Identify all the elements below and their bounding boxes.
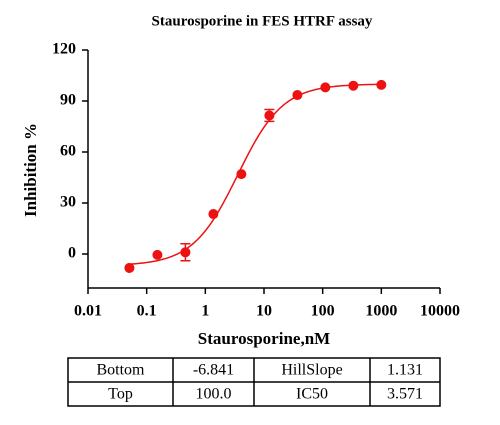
y-axis-label: Inhibition %: [21, 123, 40, 217]
y-tick-label: 30: [60, 194, 76, 211]
chart-title: Staurosporine in FES HTRF assay: [152, 13, 373, 29]
data-point: [264, 110, 275, 121]
table-cell: 100.0: [196, 386, 232, 403]
data-point: [348, 80, 359, 91]
data-point: [180, 247, 191, 258]
x-axis-label: Staurosporine,nM: [198, 329, 330, 348]
x-tick-label: 0.1: [137, 303, 157, 320]
table-cell: 3.571: [387, 386, 423, 403]
table-cell: -6.841: [193, 362, 234, 379]
x-tick-label: 1: [201, 303, 209, 320]
fit-curve: [129, 83, 382, 265]
y-tick-label: 90: [60, 92, 76, 109]
y-tick-label: 120: [52, 41, 76, 58]
x-tick-label: 0.01: [74, 303, 102, 320]
data-point: [320, 82, 331, 93]
table-cell: Bottom: [96, 362, 145, 379]
table-cell: HillSlope: [281, 362, 342, 379]
x-tick-label: 1000: [365, 303, 397, 320]
data-point: [376, 79, 387, 90]
x-tick-label: 100: [311, 303, 335, 320]
table-cell: 1.131: [387, 362, 423, 379]
y-tick-label: 0: [68, 245, 76, 262]
x-tick-label: 10: [256, 303, 272, 320]
table-cell: Top: [108, 386, 133, 403]
data-point: [292, 90, 303, 101]
data-point: [236, 169, 247, 180]
data-point: [124, 262, 135, 273]
data-point: [208, 209, 219, 220]
table-cell: IC50: [296, 386, 328, 403]
x-tick-label: 10000: [420, 303, 460, 320]
data-point: [152, 249, 163, 260]
y-tick-label: 60: [60, 143, 76, 160]
